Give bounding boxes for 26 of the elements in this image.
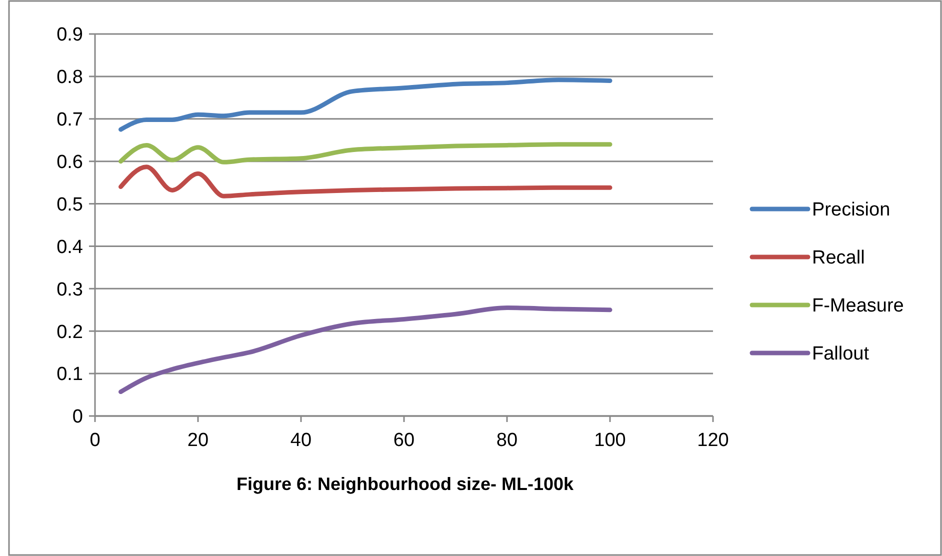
x-tick-label: 40 (290, 430, 312, 451)
legend-label: Recall (812, 248, 865, 269)
x-tick-label: 120 (697, 430, 729, 451)
y-tick-label: 0.5 (56, 194, 83, 216)
y-tick-label: 0.7 (56, 110, 83, 131)
line-series (118, 78, 612, 132)
legend-label: Precision (812, 200, 890, 221)
caption: Figure 6: Neighbourhood size- ML-100k (236, 474, 574, 494)
y-tick-label: 0.1 (56, 364, 83, 386)
x-tick-label: 20 (187, 430, 209, 451)
line-series (118, 164, 612, 198)
line-series (118, 306, 612, 394)
x-tick-label: 80 (496, 430, 518, 451)
x-tick-label: 60 (393, 430, 415, 451)
x-tick-label: 0 (90, 430, 100, 451)
y-tick-label: 0 (72, 406, 83, 428)
y-tick-label: 0.6 (56, 152, 83, 173)
y-tick-label: 0.9 (56, 24, 83, 46)
legend-label: F-Measure (812, 296, 904, 317)
line-series (118, 142, 612, 164)
legend-label: Fallout (812, 344, 870, 365)
y-tick-label: 0.3 (56, 279, 83, 300)
y-tick-label: 0.4 (56, 236, 84, 258)
y-tick-label: 0.8 (56, 67, 83, 88)
y-tick-label: 0.2 (56, 322, 83, 343)
x-tick-label: 100 (594, 430, 626, 451)
